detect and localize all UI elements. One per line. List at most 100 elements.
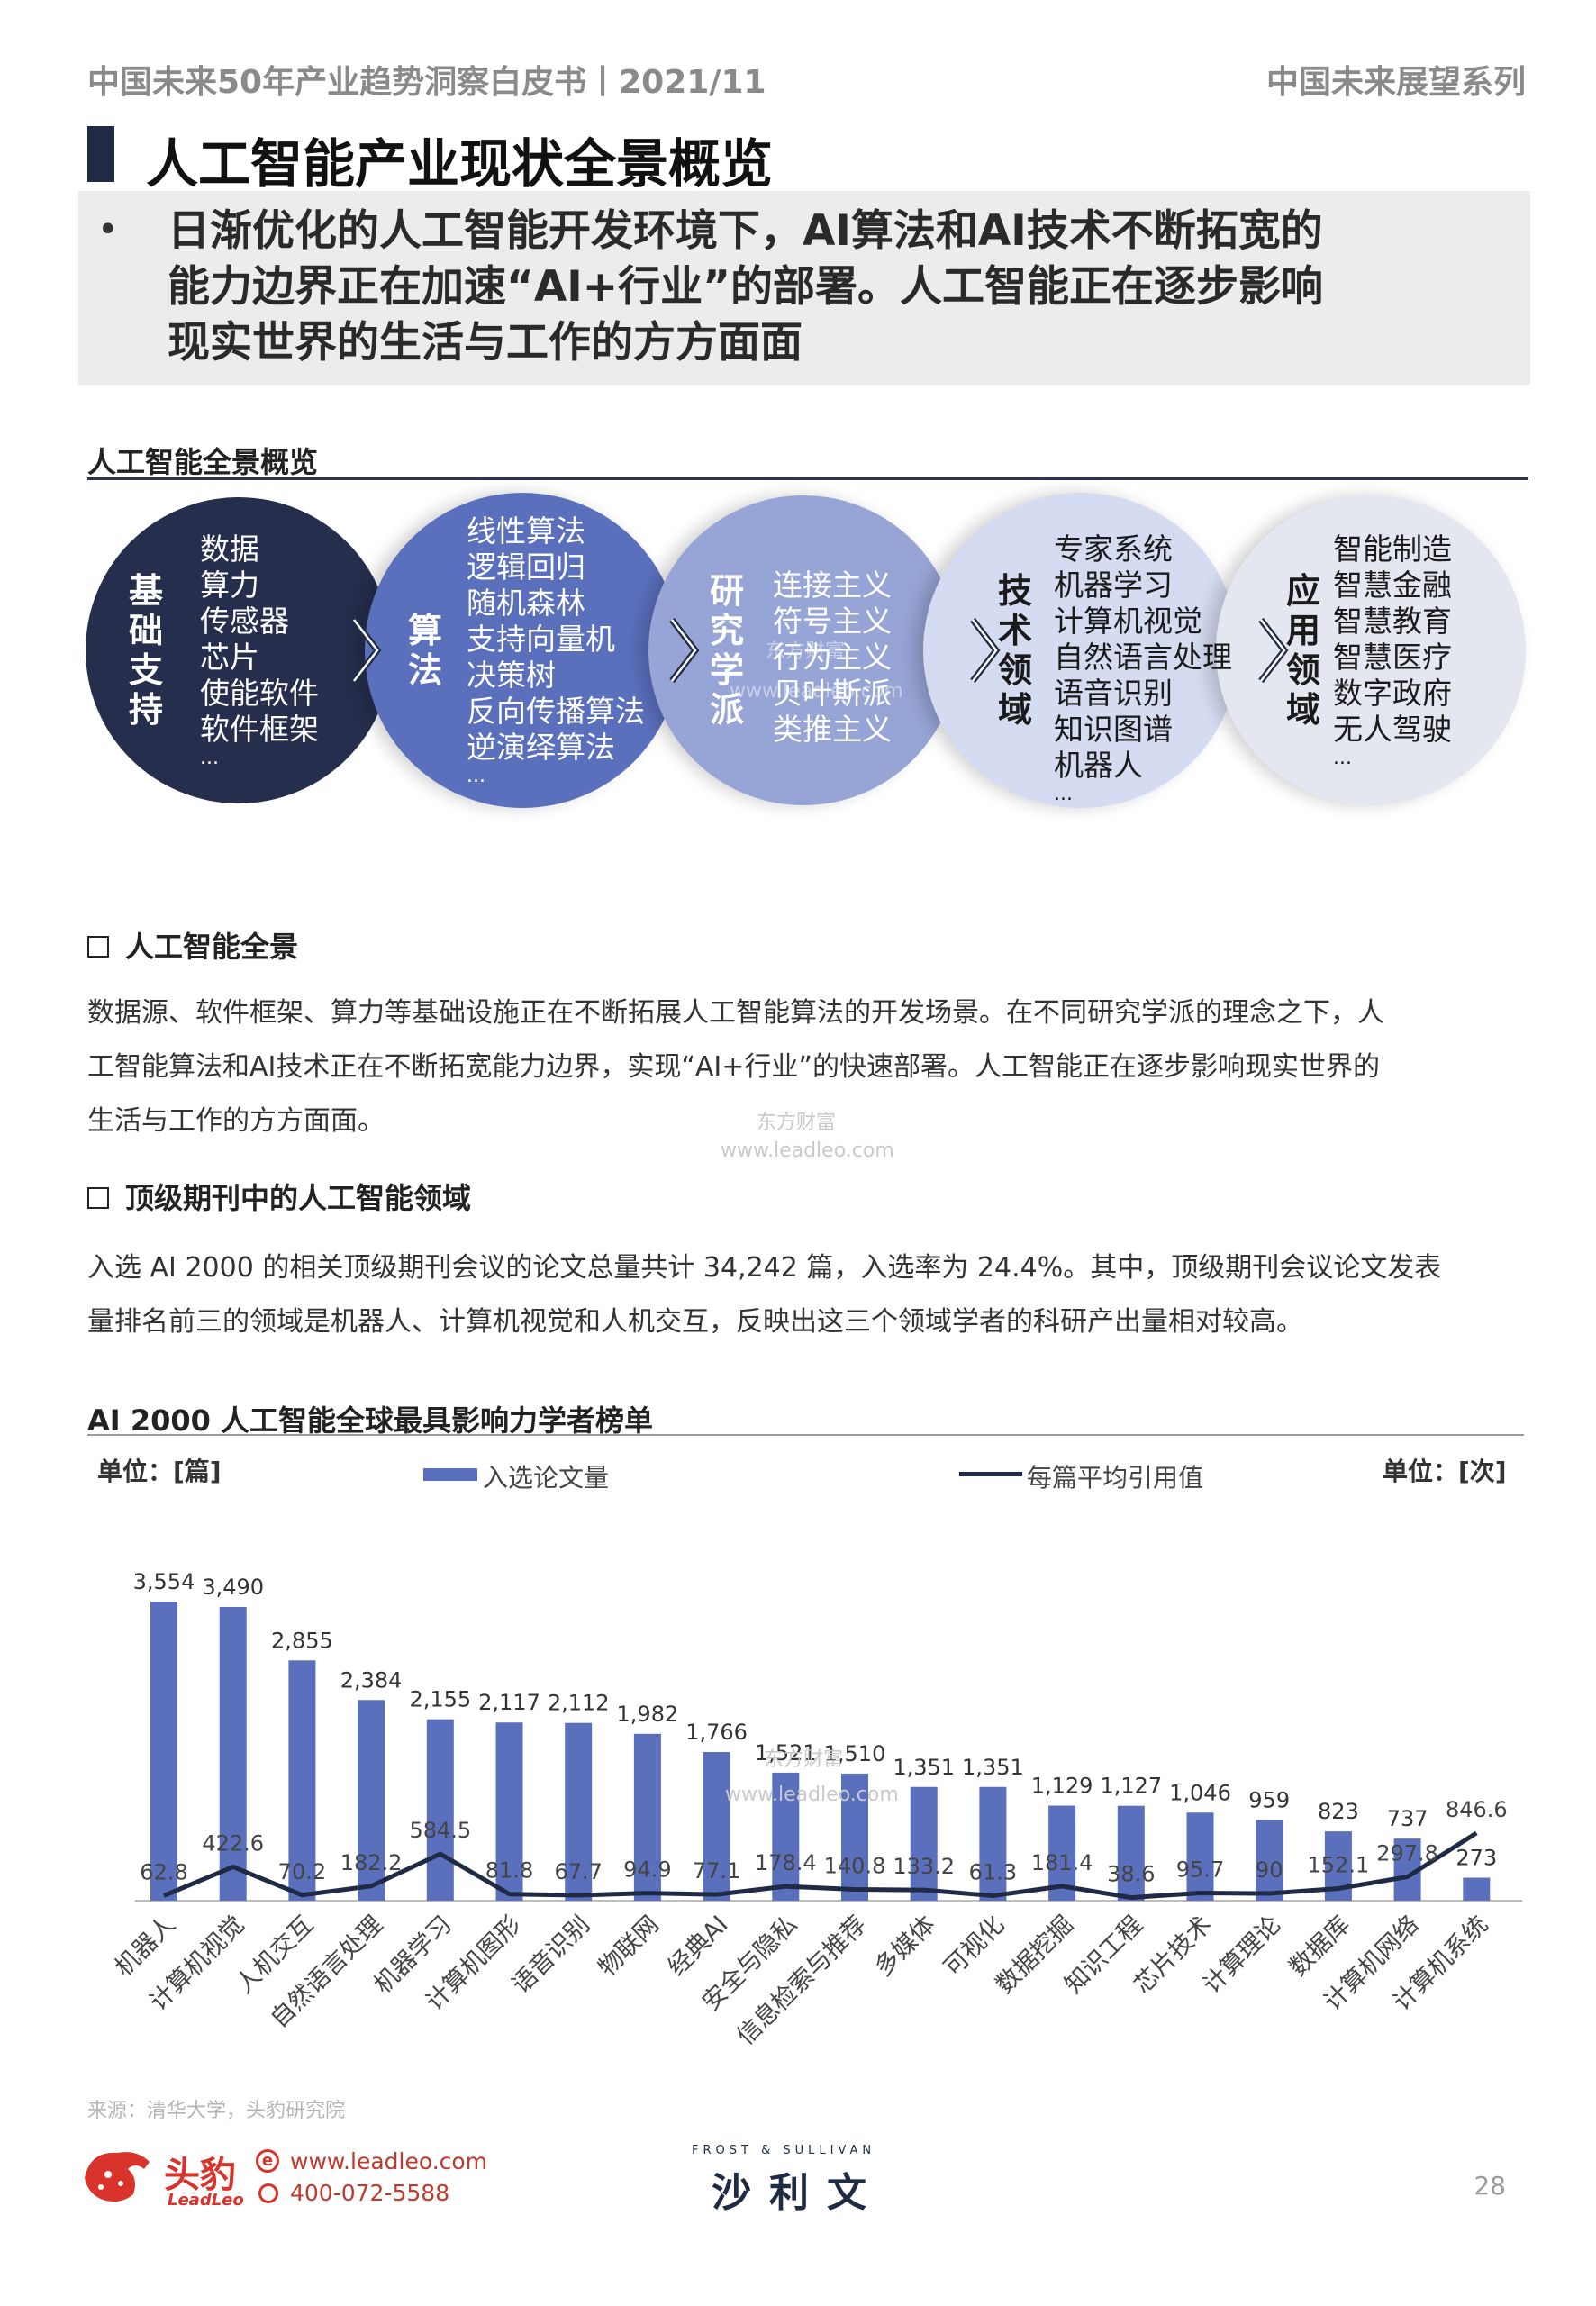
- section-heading: 人工智能全景: [87, 924, 298, 966]
- circle-item: 使能软件: [200, 676, 319, 711]
- page-number: 28: [1474, 2171, 1506, 2201]
- circle-items: 线性算法 逻辑回归 随机森林 支持向量机 决策树 反向传播算法 逆演绎算法...: [467, 513, 645, 787]
- bar: [358, 1700, 385, 1901]
- bar-value-label: 959: [1248, 1787, 1290, 1812]
- circle-item: 传感器: [200, 604, 289, 639]
- bar: [565, 1722, 593, 1901]
- bar-line-chart: 3,554机器人3,490计算机视觉2,855人机交互2,384自然语言处理2,…: [110, 1569, 1522, 2051]
- line-value-label: 152.1: [1308, 1853, 1370, 1878]
- line-value-label: 94.9: [623, 1857, 671, 1883]
- section-body: 数据源、软件框架、算力等基础设施正在不断拓展人工智能算法的开发场景。在不同研究学…: [87, 986, 1519, 1148]
- circle-heading: 基础支持: [128, 571, 163, 730]
- overview-circle: [1216, 495, 1526, 805]
- footer-site[interactable]: www.leadleo.com: [290, 2148, 488, 2174]
- lead-text: 日渐优化的人工智能开发环境下，AI算法和AI技术不断拓宽的 能力边界正在加速“A…: [168, 204, 1519, 371]
- bar: [1186, 1812, 1214, 1901]
- circle-item: 算力: [200, 567, 259, 603]
- bar-value-label: 1,982: [617, 1702, 679, 1727]
- line-value-label: 178.4: [755, 1850, 817, 1875]
- category-label: 语音识别: [507, 1911, 595, 1999]
- circle-item: 数据: [200, 531, 259, 567]
- lead-line: 日渐优化的人工智能开发环境下，AI算法和AI技术不断拓宽的: [168, 206, 1323, 256]
- brand-cn: 头豹: [164, 2155, 236, 2196]
- bar: [703, 1752, 730, 1901]
- circle-item: 数字政府: [1333, 676, 1452, 711]
- bar: [219, 1606, 247, 1901]
- overview-circle: [923, 493, 1238, 808]
- legend-line-swatch: [959, 1472, 1022, 1476]
- line-value-label: 422.6: [202, 1830, 264, 1856]
- circle-item: 智能制造: [1333, 531, 1452, 567]
- circle-item: 机器学习: [1054, 567, 1173, 603]
- legend-bar-swatch: [423, 1468, 477, 1481]
- circle-item: 决策树: [467, 658, 556, 693]
- bar-value-label: 1,046: [1169, 1780, 1231, 1805]
- body-line: 工智能算法和AI技术正在不断拓宽能力边界，实现“AI+行业”的快速部署。人工智能…: [87, 1051, 1380, 1083]
- legend-line-label: 每篇平均引用值: [1027, 1463, 1204, 1493]
- checkbox-icon: [87, 1187, 109, 1209]
- circle-items: 连接主义 符号主义 行为主义 贝叶斯派 类推主义: [773, 567, 892, 748]
- line-value-label: 61.3: [969, 1860, 1017, 1885]
- watermark-url: www.leadleo.com: [725, 1784, 899, 1806]
- line-value-label: 62.8: [140, 1859, 187, 1884]
- partner-en: FROST & SULLIVAN: [692, 2144, 876, 2157]
- lead-bullet: •: [97, 209, 119, 250]
- line-value-label: 181.4: [1031, 1850, 1093, 1875]
- line-value-label: 90: [1256, 1857, 1283, 1883]
- bar: [772, 1772, 800, 1901]
- body-line: 数据源、软件框架、算力等基础设施正在不断拓展人工智能算法的开发场景。在不同研究学…: [87, 997, 1384, 1029]
- circle-item: 计算机视觉: [1054, 604, 1202, 639]
- watermark-url: www.leadleo.com: [721, 1139, 894, 1162]
- circle-item: 软件框架: [200, 712, 319, 747]
- body-line: 入选 AI 2000 的相关顶级期刊会议的论文总量共计 34,242 篇，入选率…: [87, 1252, 1442, 1284]
- bar: [1463, 1877, 1491, 1901]
- chevron-right-icon: [351, 617, 382, 684]
- bar-value-label: 2,112: [548, 1691, 610, 1716]
- chart-title: AI 2000 人工智能全球最具影响力学者榜单: [87, 1403, 654, 1438]
- bar: [1256, 1820, 1283, 1901]
- section-heading-text: 人工智能全景: [125, 930, 299, 964]
- section-heading: 顶级期刊中的人工智能领域: [87, 1176, 471, 1217]
- checkbox-icon: [87, 936, 109, 958]
- bar-value-label: 1,521: [755, 1740, 817, 1766]
- circle-heading: 应用领域: [1285, 571, 1320, 730]
- line-value-label: 38.6: [1107, 1862, 1155, 1887]
- bar-value-label: 2,384: [340, 1667, 403, 1693]
- circle-item: 反向传播算法: [467, 694, 645, 729]
- lead-box: [78, 191, 1530, 385]
- watermark-text: 东方财富: [766, 640, 846, 663]
- line-value-label: 77.1: [693, 1858, 740, 1884]
- line-value-label: 95.7: [1176, 1857, 1224, 1883]
- circle-heading: 技术领域: [997, 571, 1032, 730]
- bar-value-label: 1,129: [1031, 1774, 1093, 1799]
- bar-value-label: 823: [1318, 1799, 1359, 1824]
- lead-line: 能力边界正在加速“AI+行业”的部署。人工智能正在逐步影响: [168, 262, 1324, 312]
- circle-item: 知识图谱: [1054, 712, 1173, 747]
- bar-value-label: 3,490: [202, 1575, 264, 1600]
- overview-diagram: 基础支持数据 算力 传感器 芯片 使能软件 软件框架... 算法线性算法 逻辑回归 随机森林 支持…: [0, 0, 1596, 856]
- circle-item: ...: [467, 765, 485, 787]
- footer-phone: 400-072-5588: [290, 2180, 450, 2206]
- bar-value-label: 1,510: [824, 1741, 886, 1766]
- source-note: 来源：清华大学，头豹研究院: [87, 2100, 346, 2122]
- circle-item: 逻辑回归: [467, 549, 585, 585]
- line-value-label: 70.2: [278, 1859, 326, 1884]
- circle-items: 智能制造 智慧金融 智慧教育 智慧医疗 数字政府 无人驾驶...: [1333, 531, 1452, 769]
- circle-item: 随机森林: [467, 586, 585, 621]
- unit-right: 单位：[次]: [1383, 1457, 1507, 1486]
- line-value-label: 182.2: [340, 1850, 403, 1875]
- bar: [150, 1601, 177, 1901]
- brand-en: LeadLeo: [168, 2191, 244, 2210]
- category-label: 信息检索与推荐: [731, 1911, 872, 2051]
- bar-value-label: 1,351: [962, 1755, 1024, 1780]
- bar-value-label: 2,855: [271, 1628, 333, 1653]
- circle-item: 智慧医疗: [1333, 640, 1452, 675]
- overview-rule: [87, 477, 1528, 480]
- web-icon: e: [256, 2149, 279, 2173]
- series-name: 中国未来展望系列: [1265, 64, 1526, 101]
- line-value-label: 140.8: [824, 1854, 886, 1879]
- overview-title: 人工智能全景概览: [87, 445, 319, 479]
- chevron-right-icon: [970, 617, 1001, 684]
- bar-value-label: 3,554: [133, 1569, 195, 1594]
- line-value-label: 297.8: [1376, 1841, 1438, 1866]
